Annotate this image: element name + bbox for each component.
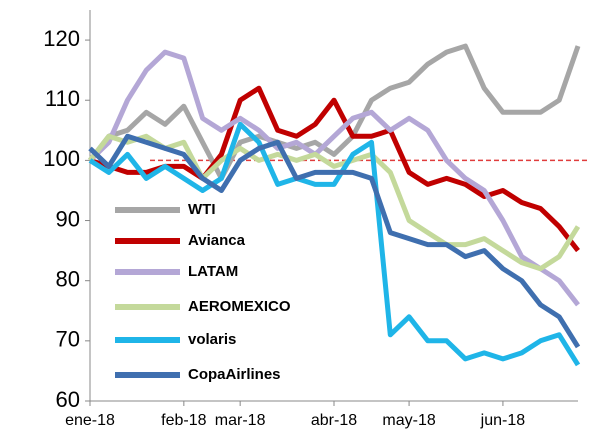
legend-label: AEROMEXICO [188,298,291,315]
x-tick-label: jun-18 [480,412,526,429]
y-tick-label: 120 [43,26,80,51]
legend-label: WTI [188,201,216,218]
y-tick-label: 80 [56,267,80,292]
series-line [88,133,581,349]
x-tick-label: may-18 [382,412,435,429]
series-line [88,49,580,307]
series-line [89,85,580,253]
legend-label: LATAM [188,263,238,280]
x-tick-label: ene-18 [65,412,115,429]
series-line [88,43,581,181]
x-tick-label: mar-18 [215,412,266,429]
y-tick-label: 110 [45,86,80,111]
y-tick-label: 100 [43,146,80,171]
y-tick-label: 90 [56,206,80,231]
legend-label: CopaAirlines [188,366,281,383]
y-tick-label: 60 [56,387,80,412]
series-line [88,133,581,272]
x-tick-label: feb-18 [161,412,206,429]
x-tick-label: abr-18 [311,412,357,429]
legend-label: volaris [188,331,236,348]
legend-label: Avianca [188,232,246,249]
series-line [88,121,581,367]
y-tick-label: 70 [56,327,80,352]
